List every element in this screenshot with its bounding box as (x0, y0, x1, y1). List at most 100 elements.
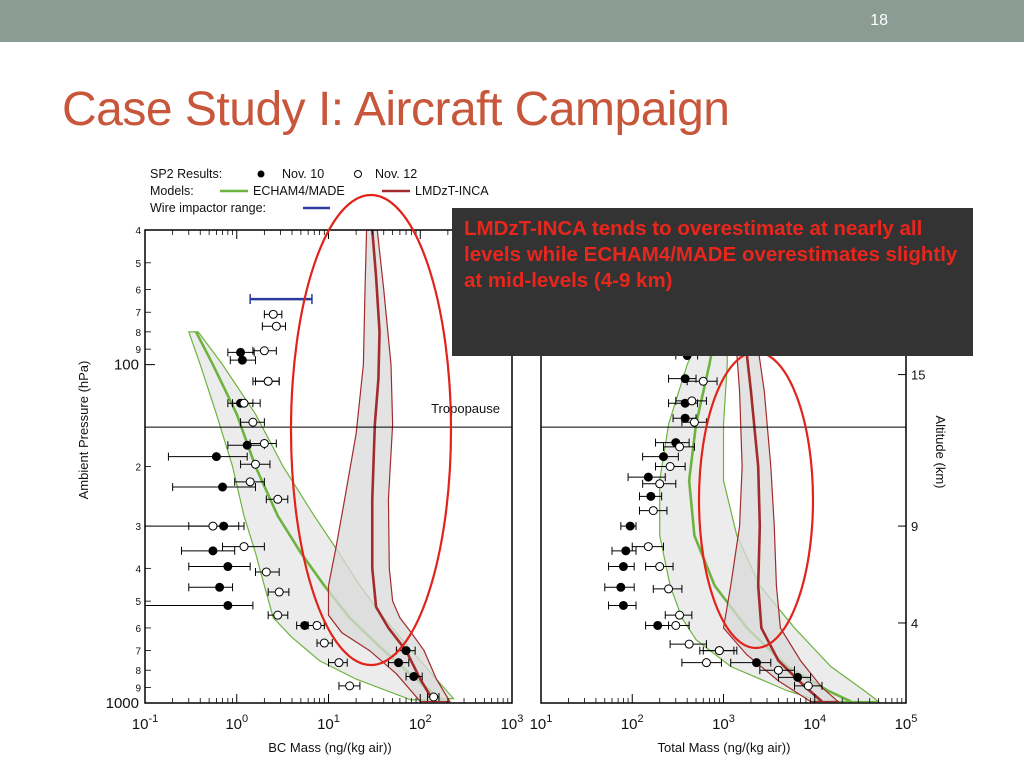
left-point-nov12 (271, 321, 281, 331)
legend-inca-label: LMDzT-INCA (415, 184, 489, 198)
left-point-nov12 (312, 620, 322, 630)
left-point-nov10 (211, 452, 221, 462)
right-point-nov10 (618, 600, 628, 610)
left-point-nov10 (223, 600, 233, 610)
left-tropopause-label: Tropopause (431, 401, 500, 416)
left-point-nov12 (208, 521, 218, 531)
left-x-tick-label: 101 (317, 713, 340, 733)
left-point-nov10 (223, 562, 233, 572)
legend-nov12-marker (354, 170, 362, 178)
left-point-nov12 (245, 477, 255, 487)
right-point-nov10 (616, 582, 626, 592)
right-point-nov10 (752, 658, 762, 668)
left-y-minor-tick-label: 7 (135, 647, 141, 658)
left-point-nov12 (429, 692, 439, 702)
left-inca-band (327, 230, 451, 703)
right-point-nov12 (773, 665, 783, 675)
right-x-tick-label: 101 (530, 713, 553, 733)
left-x-axis-title: BC Mass (ng/(kg air)) (268, 740, 392, 755)
left-point-nov12 (259, 438, 269, 448)
left-y-axis-title: Ambient Pressure (hPa) (76, 361, 91, 500)
left-point-nov10 (218, 482, 228, 492)
chart-legend: SP2 Results: Nov. 10 Nov. 12 Models: ECH… (150, 167, 489, 215)
right-point-nov12 (675, 442, 685, 452)
right-x-tick-label: 105 (895, 713, 918, 733)
left-x-tick-label: 103 (501, 713, 524, 733)
top-bar: 18 (0, 0, 1024, 42)
left-point-nov10 (401, 646, 411, 656)
left-y-minor-tick-label: 2 (135, 463, 141, 474)
left-point-nov12 (273, 494, 283, 504)
left-y-minor-tick-label: 6 (135, 624, 141, 635)
right-point-nov12 (714, 646, 724, 656)
right-point-nov12 (675, 610, 685, 620)
right-point-nov12 (664, 584, 674, 594)
legend-models-label: Models: (150, 184, 194, 198)
left-y-minor-tick-label: 4 (135, 226, 141, 237)
left-point-nov12 (261, 567, 271, 577)
right-point-nov12 (701, 658, 711, 668)
right-y2-tick-label: 4 (911, 616, 918, 631)
left-point-nov12 (248, 417, 258, 427)
legend-echam-label: ECHAM4/MADE (253, 184, 345, 198)
left-y-minor-tick-label: 6 (135, 286, 141, 297)
left-x-tick-label: 102 (409, 713, 432, 733)
left-point-nov12 (259, 346, 269, 356)
right-x-axis-title: Total Mass (ng/(kg air)) (658, 740, 791, 755)
right-point-nov12 (655, 479, 665, 489)
left-point-nov12 (250, 459, 260, 469)
left-point-nov12 (274, 587, 284, 597)
right-point-nov10 (646, 491, 656, 501)
right-y2-tick-label: 9 (911, 519, 918, 534)
left-point-nov12 (273, 610, 283, 620)
right-x-tick-label: 104 (803, 713, 826, 733)
left-point-nov10 (300, 620, 310, 630)
legend-nov12-label: Nov. 12 (375, 167, 417, 181)
right-point-nov10 (625, 521, 635, 531)
right-x-tick-label: 103 (712, 713, 735, 733)
left-y-minor-tick-label: 5 (135, 259, 141, 270)
right-point-nov10 (618, 562, 628, 572)
slide-title: Case Study I: Aircraft Campaign (62, 83, 730, 136)
callout-box: LMDzT-INCA tends to overestimate at near… (452, 208, 973, 356)
right-point-nov10 (643, 472, 653, 482)
left-point-nov12 (239, 398, 249, 408)
legend-nov10-marker (257, 170, 265, 178)
right-point-nov12 (648, 506, 658, 516)
left-y-minor-tick-label: 8 (135, 666, 141, 677)
right-y-axis-title: Altitude (km) (933, 416, 948, 489)
left-point-nov10 (208, 546, 218, 556)
left-point-nov10 (409, 672, 419, 682)
left-x-tick-label: 100 (225, 713, 248, 733)
right-point-nov10 (621, 546, 631, 556)
left-point-nov12 (268, 309, 278, 319)
right-point-nov12 (643, 542, 653, 552)
right-point-nov10 (658, 452, 668, 462)
left-y-minor-tick-label: 7 (135, 308, 141, 319)
left-y-minor-tick-label: 4 (135, 564, 141, 575)
left-point-nov10 (394, 658, 404, 668)
right-x-tick-label: 102 (621, 713, 644, 733)
right-point-nov12 (803, 681, 813, 691)
right-point-nov12 (689, 417, 699, 427)
right-point-nov12 (698, 376, 708, 386)
left-y-minor-tick-label: 5 (135, 597, 141, 608)
left-point-nov10 (215, 582, 225, 592)
right-point-nov12 (655, 562, 665, 572)
right-point-nov10 (793, 672, 803, 682)
left-highlight-ellipse (289, 193, 453, 667)
left-y-tick-label: 1000 (106, 695, 139, 712)
left-y-minor-tick-label: 8 (135, 328, 141, 339)
right-point-nov12 (665, 462, 675, 471)
left-point-nov12 (319, 638, 329, 648)
left-y-minor-tick-label: 3 (135, 522, 141, 533)
left-point-nov10 (236, 347, 246, 357)
right-y2-tick-label: 15 (911, 368, 925, 383)
right-point-nov12 (671, 620, 681, 630)
slide-number: 18 (870, 12, 888, 29)
legend-nov10-label: Nov. 10 (282, 167, 324, 181)
left-y-minor-tick-label: 9 (135, 345, 141, 356)
left-point-nov12 (239, 542, 249, 552)
left-point-nov12 (334, 658, 344, 668)
